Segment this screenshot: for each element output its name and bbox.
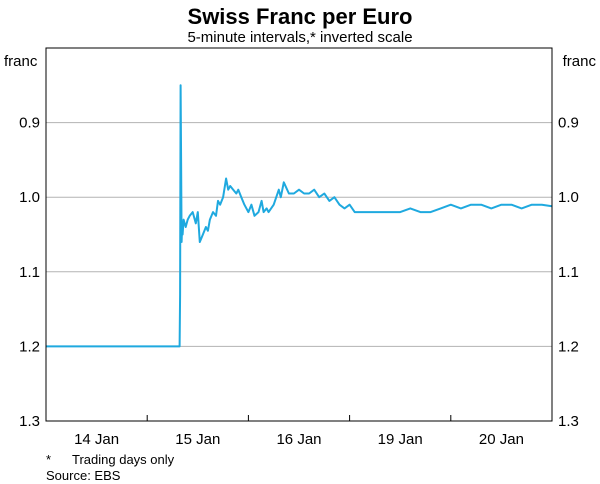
y-tick-label-left: 1.0 [19,189,40,206]
x-tick-label: 16 Jan [276,431,321,448]
series-line [46,84,553,348]
y-tick-label-left: 1.3 [19,413,40,430]
source-note: Source: EBS [46,468,121,483]
y-unit-left: franc [4,53,38,70]
y-tick-label-left: 0.9 [19,115,40,132]
x-tick-label: 15 Jan [175,431,220,448]
chart-subtitle: 5-minute intervals,* inverted scale [187,29,412,46]
x-tick-label: 14 Jan [74,431,119,448]
plot-frame [45,47,553,422]
y-ticks: 0.9 0.9 1.0 1.0 1.1 1.1 1.2 1.2 1.3 1.3 [19,115,579,430]
y-tick-label-left: 1.2 [19,338,40,355]
footnote-marker: * [46,452,51,467]
gridlines [46,122,552,347]
y-tick-label-right: 1.3 [558,413,579,430]
x-ticks: 14 Jan 15 Jan 16 Jan 19 Jan 20 Jan [74,415,524,448]
y-tick-label-right: 1.1 [558,264,579,281]
y-tick-label-right: 1.0 [558,189,579,206]
series-layer [46,84,553,348]
x-tick-label: 19 Jan [378,431,423,448]
x-tick-label: 20 Jan [479,431,524,448]
footnote-text: Trading days only [72,452,175,467]
y-unit-right: franc [563,53,597,70]
y-tick-label-right: 0.9 [558,115,579,132]
y-tick-label-left: 1.1 [19,264,40,281]
chart-title: Swiss Franc per Euro [188,4,413,29]
y-tick-label-right: 1.2 [558,338,579,355]
